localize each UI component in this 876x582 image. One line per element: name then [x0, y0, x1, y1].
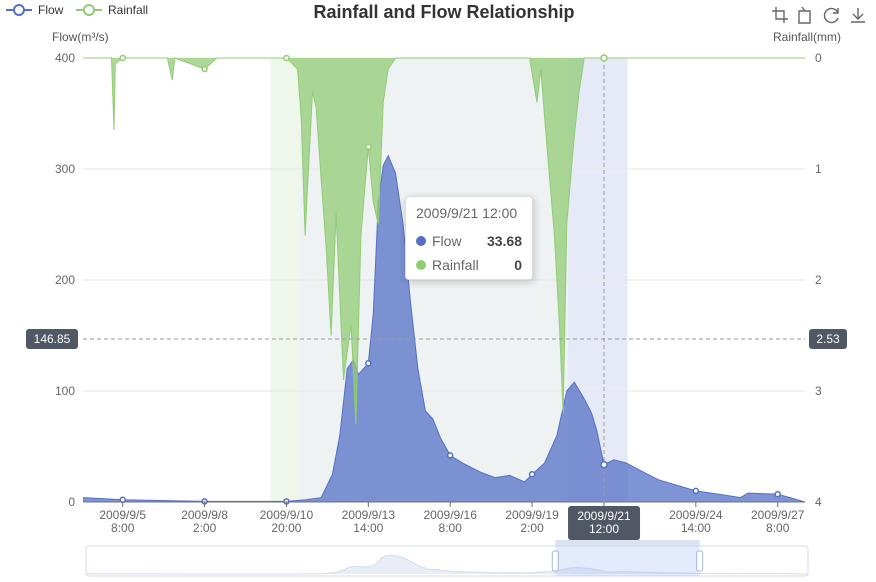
legend-rainfall-icon: [83, 4, 95, 16]
restore-icon[interactable]: [822, 5, 842, 25]
y-left-ticks: 0 100 200 300 400: [55, 51, 75, 509]
data-zoom-start-handle: [551, 550, 559, 572]
y-right-tick-label: 2: [815, 273, 822, 287]
y-right-tick-label: 1: [815, 162, 822, 176]
data-zoom-slider[interactable]: [85, 540, 809, 577]
zoom-icon[interactable]: [770, 5, 790, 25]
x-axis: 2009/9/5 8:00 2009/9/8 2:00 2009/9/10 20:00 20…: [83, 501, 805, 535]
x-tick-label: 2009/9/24 14:00: [669, 508, 723, 535]
data-zoom-move-bar: [555, 540, 700, 546]
y-left-tick-label: 200: [55, 273, 75, 287]
flow-point: [692, 487, 700, 495]
legend-item-rainfall[interactable]: Rainfall: [76, 3, 148, 17]
legend-item-flow[interactable]: Flow: [6, 3, 64, 17]
y-left-tick-label: 0: [68, 495, 75, 509]
legend-label-flow: Flow: [38, 3, 64, 17]
y-right-tick-label: 0: [815, 51, 822, 65]
tooltip-rainfall-value: 0: [514, 257, 522, 273]
tooltip-flow-name: Flow: [432, 233, 462, 249]
tooltip-rainfall-dot-icon: [416, 260, 426, 270]
pointer-rainfall-point: [600, 54, 608, 62]
rainfall-point: [365, 143, 372, 151]
tooltip-time: 2009/9/21 12:00: [416, 205, 518, 221]
legend: Flow Rainfall: [6, 3, 148, 17]
pointer-right-label: 2.53: [816, 332, 840, 346]
tooltip-row-flow: Flow 33.68: [416, 229, 522, 253]
x-tick-label: 2009/9/5 8:00: [99, 508, 146, 535]
y-right-tick-label: 4: [815, 495, 822, 509]
pointer-x-label: 2009/9/21 12:00: [577, 509, 631, 536]
rainfall-point: [201, 65, 208, 73]
data-zoom-end-handle: [696, 550, 704, 572]
save-image-icon[interactable]: [848, 5, 868, 25]
flow-point: [774, 490, 781, 498]
flow-point: [446, 452, 454, 459]
x-tick-label: 2009/9/16 8:00: [424, 508, 478, 535]
pointer-left-label: 146.85: [34, 332, 71, 346]
y-left-axis-name: Flow(m³/s): [52, 30, 109, 44]
legend-label-rainfall: Rainfall: [108, 3, 148, 17]
data-zoom-selection: [555, 546, 700, 576]
rainfall-point: [283, 54, 290, 62]
flow-line: [82, 154, 806, 503]
x-tick-label: 2009/9/27 8:00: [751, 508, 805, 535]
rainfall-series: [83, 54, 805, 425]
flow-point: [528, 471, 536, 478]
toolbox: [770, 5, 868, 25]
legend-flow-icon: [13, 4, 25, 16]
flow-point: [365, 360, 372, 367]
y-right-tick-label: 3: [815, 384, 822, 398]
x-tick-label: 2009/9/8 2:00: [181, 508, 228, 535]
x-tick-label: 2009/9/10 20:00: [260, 508, 314, 535]
pointer-x-badge: [568, 506, 641, 540]
x-tick-label: 2009/9/19 2:00: [505, 508, 559, 535]
pointer-right-badge: [809, 328, 847, 349]
pointer-left-badge: [26, 328, 78, 349]
y-left-tick-label: 100: [55, 384, 75, 398]
pointer-flow-point: [600, 460, 608, 469]
y-right-ticks: 0 1 2 3 4: [815, 51, 822, 509]
y-left-tick-label: 300: [55, 162, 75, 176]
data-zoom-track: [85, 545, 809, 577]
zoom-reset-icon[interactable]: [796, 5, 816, 25]
tooltip-flow-dot-icon: [416, 236, 426, 246]
chart-title: Rainfall and Flow Relationship: [313, 2, 574, 22]
data-zoom-preview-line: [85, 554, 809, 575]
tooltip-flow-value: 33.68: [486, 233, 522, 249]
y-left-tick-label: 400: [55, 51, 75, 65]
tooltip-rainfall-name: Rainfall: [432, 257, 479, 273]
axis-pointer: 146.85 2.53 2009/9/21 12:00: [26, 54, 847, 540]
tooltip-row-rainfall: Rainfall 0: [416, 253, 522, 277]
x-tick-label: 2009/9/13 14:00: [342, 508, 396, 535]
y-right-axis-name: Rainfall(mm): [773, 30, 841, 44]
rainfall-line: [83, 57, 805, 425]
tooltip: 2009/9/21 12:00 Flow 33.68 Rainfall 0: [405, 196, 533, 280]
rainfall-point: [119, 54, 126, 62]
